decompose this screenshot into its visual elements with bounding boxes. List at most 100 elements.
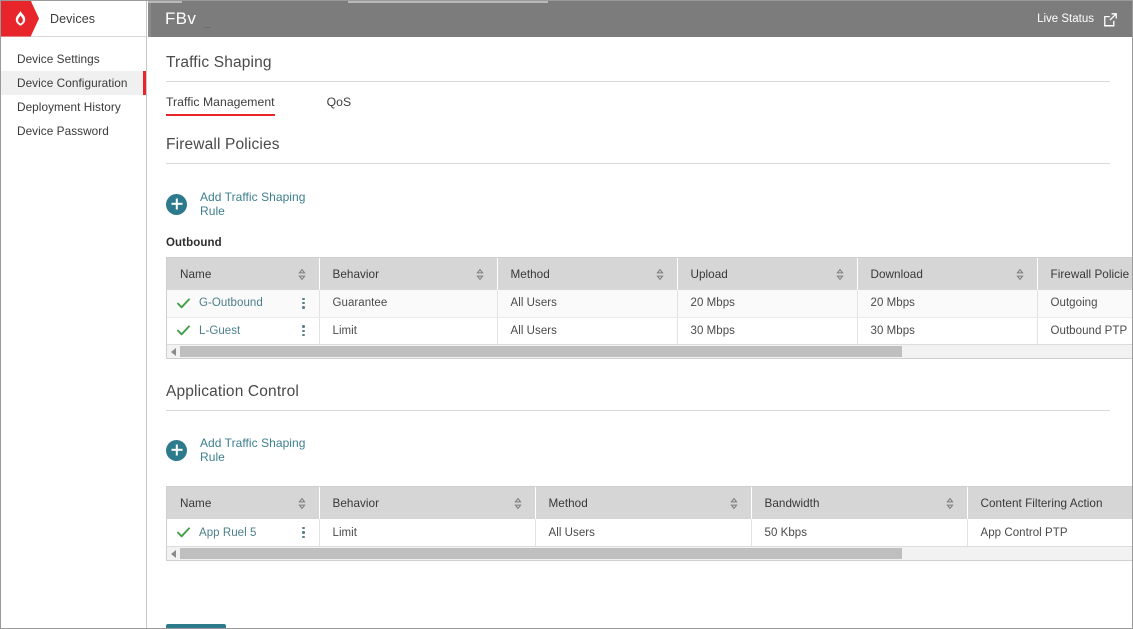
tab-qos[interactable]: QoS xyxy=(327,95,352,116)
sidebar-item-device-configuration[interactable]: Device Configuration xyxy=(1,71,146,95)
add-traffic-shaping-rule-appcontrol[interactable]: Add Traffic Shaping Rule xyxy=(166,436,331,464)
kebab-menu-icon[interactable] xyxy=(299,325,311,337)
sidebar-item-label: Device Password xyxy=(17,124,109,138)
cell-firewall-policies: Outgoing xyxy=(1037,290,1132,318)
sort-icon[interactable] xyxy=(513,497,522,509)
column-header-method[interactable]: Method xyxy=(497,258,678,290)
column-label: Name xyxy=(180,267,212,281)
scroll-right-arrow-icon[interactable] xyxy=(1129,345,1132,358)
section-title-traffic-shaping: Traffic Shaping xyxy=(166,54,272,71)
horizontal-scrollbar[interactable] xyxy=(167,546,1132,560)
rule-name-link[interactable]: App Ruel 5 xyxy=(199,526,257,539)
column-label: Behavior xyxy=(332,267,380,281)
cell-download: 20 Mbps xyxy=(857,290,1038,318)
sidebar-item-label: Deployment History xyxy=(17,100,121,114)
table-row[interactable]: App Ruel 5 Limit All Users 50 Kbps App C… xyxy=(167,519,1132,546)
column-header-bandwidth[interactable]: Bandwidth xyxy=(751,487,968,519)
cell-method: All Users xyxy=(497,290,678,318)
check-icon xyxy=(177,325,190,336)
header-edge-artifact xyxy=(348,1,548,3)
scrollbar-track[interactable] xyxy=(180,547,1129,560)
column-label: Method xyxy=(510,267,550,281)
divider xyxy=(166,163,1110,164)
sort-icon[interactable] xyxy=(655,268,664,280)
app-header: FBv Live Status xyxy=(148,1,1132,37)
sort-icon[interactable] xyxy=(475,268,484,280)
sort-icon[interactable] xyxy=(297,497,306,509)
sort-icon[interactable] xyxy=(945,497,954,509)
live-status-button[interactable]: Live Status xyxy=(1037,12,1118,27)
tab-traffic-management[interactable]: Traffic Management xyxy=(166,95,275,116)
add-traffic-shaping-rule-firewall[interactable]: Add Traffic Shaping Rule xyxy=(166,190,331,218)
sidebar-item-device-settings[interactable]: Device Settings xyxy=(1,47,146,71)
plus-circle-icon xyxy=(166,439,187,461)
sidebar-item-label: Device Settings xyxy=(17,52,100,66)
sidebar-item-device-password[interactable]: Device Password xyxy=(1,119,146,143)
sidebar-header: Devices xyxy=(1,0,146,37)
scroll-left-arrow-icon[interactable] xyxy=(167,547,180,560)
column-header-content-filtering-action[interactable]: Content Filtering Action xyxy=(967,487,1132,519)
horizontal-scrollbar[interactable] xyxy=(167,344,1132,358)
column-header-behavior[interactable]: Behavior xyxy=(319,487,536,519)
column-header-behavior[interactable]: Behavior xyxy=(319,258,498,290)
divider xyxy=(166,410,1110,411)
column-label: Method xyxy=(548,496,588,510)
table-row[interactable]: G-Outbound Guarantee All Users 20 Mbps 2… xyxy=(167,290,1132,318)
section-title-firewall-policies: Firewall Policies xyxy=(166,136,280,153)
scrollbar-thumb[interactable] xyxy=(180,346,902,357)
scrollbar-thumb[interactable] xyxy=(180,548,902,559)
firewall-policies-table: Name Behavior Method Upload xyxy=(166,257,1132,359)
scrollbar-track[interactable] xyxy=(180,345,1129,358)
cell-firewall-policies: Outbound PTP xyxy=(1050,324,1128,337)
column-label: Firewall Policie xyxy=(1050,267,1130,281)
sort-icon[interactable] xyxy=(729,497,738,509)
back-button[interactable]: BACK xyxy=(166,624,226,628)
cell-name: G-Outbound xyxy=(167,290,320,318)
check-icon xyxy=(177,527,190,538)
column-label: Bandwidth xyxy=(764,496,820,510)
kebab-menu-icon[interactable] xyxy=(299,297,311,309)
live-status-label: Live Status xyxy=(1037,13,1094,25)
table-header-row: Name Behavior Method Bandwidth xyxy=(167,487,1132,519)
table: Name Behavior Method Upload xyxy=(167,258,1132,344)
sidebar-item-label: Device Configuration xyxy=(17,76,128,90)
add-rule-label: Add Traffic Shaping Rule xyxy=(200,436,306,464)
sidebar-item-deployment-history[interactable]: Deployment History xyxy=(1,95,146,119)
column-label: Behavior xyxy=(332,496,380,510)
sort-icon[interactable] xyxy=(297,268,306,280)
sidebar-brand-label: Devices xyxy=(50,11,96,26)
sort-icon[interactable] xyxy=(835,268,844,280)
cell-name: L-Guest xyxy=(167,317,320,344)
cell-behavior: Limit xyxy=(319,317,498,344)
add-rule-label: Add Traffic Shaping Rule xyxy=(200,190,306,218)
scroll-left-arrow-icon[interactable] xyxy=(167,345,180,358)
rule-name-link[interactable]: G-Outbound xyxy=(199,297,263,310)
flame-icon xyxy=(15,11,25,26)
column-header-upload[interactable]: Upload xyxy=(677,258,858,290)
column-header-name[interactable]: Name xyxy=(167,487,320,519)
rule-name-link[interactable]: L-Guest xyxy=(199,324,241,337)
column-header-name[interactable]: Name xyxy=(167,258,320,290)
sidebar: Devices Device Settings Device Configura… xyxy=(1,0,147,628)
cell-behavior: Guarantee xyxy=(319,290,498,318)
tab-label: QoS xyxy=(326,95,352,109)
cell-name: App Ruel 5 xyxy=(167,519,320,546)
column-header-download[interactable]: Download xyxy=(857,258,1038,290)
cell-upload: 20 Mbps xyxy=(677,290,858,318)
cell-method: All Users xyxy=(535,519,752,546)
table-header-row: Name Behavior Method Upload xyxy=(167,258,1132,290)
sort-icon[interactable] xyxy=(1015,268,1024,280)
cell-bandwidth: 50 Kbps xyxy=(751,519,968,546)
scroll-right-arrow-icon[interactable] xyxy=(1129,547,1132,560)
external-link-icon xyxy=(1104,12,1117,26)
table-row[interactable]: L-Guest Limit All Users 30 Mbps 30 Mbps … xyxy=(167,317,1132,344)
title-underscore xyxy=(204,27,212,28)
cell-behavior: Limit xyxy=(319,519,536,546)
kebab-menu-icon[interactable] xyxy=(299,527,311,538)
divider xyxy=(166,81,1110,82)
cell-upload: 30 Mbps xyxy=(677,317,858,344)
column-header-firewall-policies[interactable]: Firewall Policie xyxy=(1037,258,1132,290)
brand-logo[interactable] xyxy=(1,0,39,37)
column-header-method[interactable]: Method xyxy=(535,487,752,519)
cell-download: 30 Mbps xyxy=(857,317,1038,344)
